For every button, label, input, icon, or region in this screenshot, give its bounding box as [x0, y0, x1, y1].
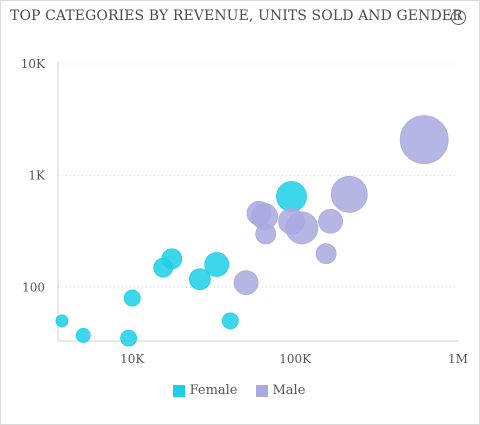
bubble-female [188, 268, 211, 291]
bubble-female [55, 314, 69, 328]
bubble-male [399, 115, 449, 165]
legend-item-male[interactable]: Male [255, 383, 306, 398]
bubble-female [161, 248, 183, 270]
bubble-female [276, 181, 307, 212]
x-tick-label: 10K [120, 352, 145, 366]
legend-label-female: Female [189, 383, 238, 398]
y-tick-label: 1K [28, 169, 46, 183]
info-icon[interactable]: i [451, 10, 466, 25]
bubble-female [120, 329, 138, 347]
legend-swatch-female [172, 384, 185, 397]
bubble-male [255, 223, 277, 245]
bubble-female [221, 312, 239, 330]
bubble-male [285, 211, 319, 245]
legend-label-male: Male [272, 383, 306, 398]
bubble-male [318, 208, 343, 234]
bubble-female [123, 289, 141, 307]
bubble-female [75, 328, 91, 343]
bubble-female [204, 252, 230, 277]
bubble-male [315, 243, 337, 265]
y-tick-label: 100 [22, 280, 45, 294]
legend-item-female[interactable]: Female [172, 383, 238, 398]
x-tick-label: 100K [279, 352, 312, 366]
y-tick-label: 10K [21, 57, 46, 71]
x-tick-label: 1M [448, 352, 468, 366]
legend: Female Male [0, 383, 478, 398]
bubble-male [233, 270, 259, 296]
legend-swatch-male [255, 384, 268, 397]
chart-title: TOP CATEGORIES BY REVENUE, UNITS SOLD AN… [10, 8, 463, 24]
bubble-male [330, 175, 368, 213]
